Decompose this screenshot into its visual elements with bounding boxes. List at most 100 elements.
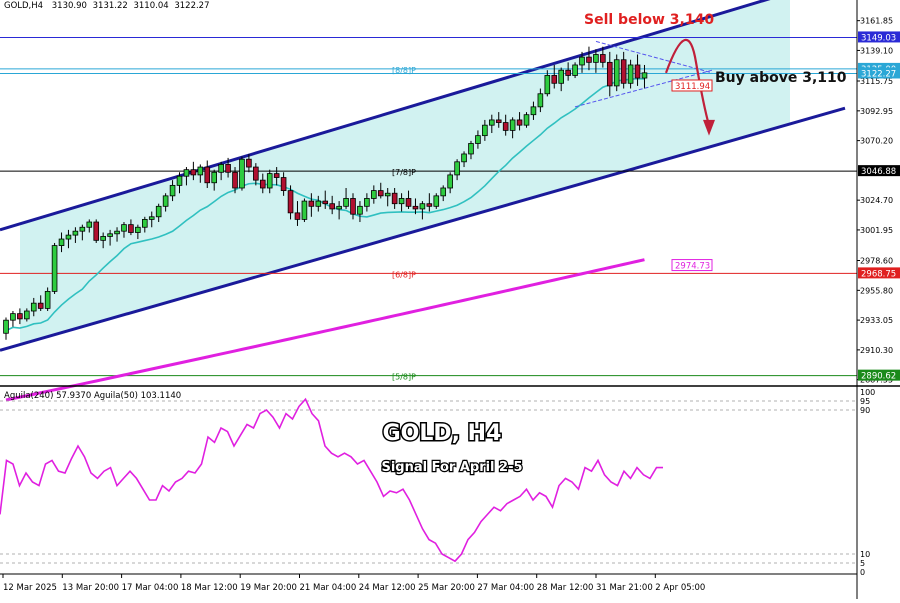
candle-bull: [440, 187, 447, 197]
candle-bear: [600, 54, 606, 63]
time-tick-label: 21 Mar 04:00: [300, 583, 357, 593]
candle-bull: [218, 164, 224, 173]
candle-bull: [169, 184, 176, 197]
forecast-arrow: [664, 39, 711, 126]
header-open: 3130.90: [52, 1, 87, 11]
candle-bear: [426, 203, 433, 207]
candle-bull: [86, 221, 93, 228]
candle-bull: [65, 234, 72, 240]
candle-bear: [273, 173, 280, 178]
value-box-text-1: 2974.73: [675, 262, 710, 272]
price-tag-bg-4: [858, 267, 900, 279]
chart-subtitle: Signal For April 2-5: [381, 460, 522, 475]
price-tag-bg-5: [858, 369, 900, 381]
time-tick-label: 17 Mar 04:00: [122, 583, 179, 593]
candle-bull: [51, 245, 58, 292]
price-tick-label: 3070.20: [860, 137, 893, 146]
time-tick-label: 13 Mar 20:00: [62, 583, 119, 593]
price-tag-bg-0: [858, 31, 900, 43]
candle-bull: [211, 171, 218, 184]
time-tick-label: 2 Apr 05:00: [655, 583, 705, 593]
candle-bull: [509, 119, 516, 131]
candle-bull: [72, 230, 79, 236]
candle-bull: [155, 205, 162, 218]
time-tick-label: 24 Mar 12:00: [359, 583, 416, 593]
candle-bear: [17, 313, 23, 320]
candle-bear: [259, 179, 266, 189]
candle-bull: [121, 224, 127, 232]
candle-bear: [225, 164, 231, 173]
candle-bull: [266, 173, 273, 189]
price-tick-label: 3001.95: [860, 226, 893, 235]
channel-fill: [20, 0, 790, 345]
price-tick-label: 2978.60: [860, 256, 893, 265]
candle-bull: [24, 310, 30, 320]
price-tag-bg-3: [858, 165, 900, 177]
candle-bull: [593, 54, 599, 63]
candle-bull: [641, 72, 648, 79]
time-tick-label: 25 Mar 20:00: [418, 583, 475, 593]
osc-tick-label: 5: [860, 559, 865, 568]
candle-bear: [93, 221, 100, 241]
value-box-0: [671, 79, 713, 92]
chart-header: GOLD,H4 3130.90 3131.22 3110.04 3122.27: [4, 1, 210, 11]
price-tag-text-3: 3046.88: [861, 167, 896, 177]
candle-bull: [107, 233, 113, 237]
candle-bear: [246, 158, 252, 168]
candle-bull: [162, 195, 169, 207]
price-tick-label: 2933.05: [860, 316, 893, 325]
candle-bull: [398, 198, 405, 205]
candle-bull: [488, 119, 495, 126]
candle-bear: [502, 122, 509, 131]
ma-long-line: [5, 258, 645, 402]
candle-bear: [377, 190, 384, 197]
candle-bull: [530, 106, 537, 116]
price-tick-label: 3161.85: [860, 17, 893, 26]
candle-bull: [364, 198, 370, 207]
candle-bear: [565, 69, 571, 76]
price-tick-label: 2955.80: [860, 286, 893, 295]
candle-bull: [482, 124, 488, 137]
price-tick-label: 3092.95: [860, 107, 893, 116]
candle-bull: [197, 166, 204, 176]
price-tick-label: 3115.75: [860, 77, 893, 86]
candle-bull: [433, 195, 440, 207]
candle-bull: [44, 290, 51, 309]
candle-bull: [384, 192, 391, 197]
candle-bull: [454, 161, 460, 176]
price-tick-label: 2910.30: [860, 346, 893, 355]
triangle-upper-line: [595, 40, 713, 74]
candle-bear: [586, 56, 592, 63]
oscillator-line: [0, 397, 663, 563]
candle-bear: [634, 64, 641, 79]
price-tag-text-5: 2890.62: [861, 372, 896, 382]
level-label-0: [8/8]P: [392, 66, 416, 75]
time-tick-label: 28 Mar 12:00: [537, 583, 594, 593]
candle-bull: [79, 226, 86, 232]
candle-bull: [301, 200, 308, 220]
candle-bear: [516, 119, 523, 126]
candle-bull: [468, 143, 474, 155]
candle-bull: [447, 174, 453, 189]
candle-bear: [412, 205, 419, 210]
candle-bear: [329, 203, 335, 210]
channel-upper-line: [0, 0, 771, 232]
price-tick-label: 3024.70: [860, 196, 893, 205]
candle-bull: [523, 114, 530, 126]
header-close: 3122.27: [174, 1, 209, 11]
candle-bear: [606, 61, 613, 87]
candle-bull: [613, 59, 620, 87]
level-label-1: [7/8]P: [392, 168, 416, 177]
osc-tick-label: 0: [860, 568, 865, 577]
candle-bear: [620, 59, 627, 84]
header-low: 3110.04: [133, 1, 168, 11]
price-tick-label: 3139.10: [860, 46, 893, 55]
candle-bear: [350, 198, 356, 215]
candle-bear: [128, 224, 134, 233]
candle-bear: [308, 200, 315, 207]
candle-bear: [405, 198, 412, 207]
price-tag-text-0: 3149.03: [861, 33, 896, 43]
price-tag-bg-2: [858, 67, 900, 79]
candle-bear: [37, 302, 44, 309]
candle-bear: [204, 166, 211, 184]
